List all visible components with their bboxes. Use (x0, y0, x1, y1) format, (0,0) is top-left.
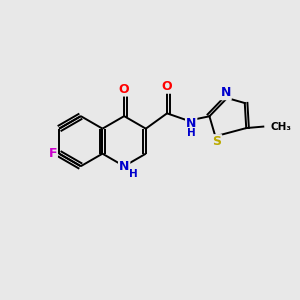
Text: N: N (119, 160, 129, 173)
Text: H: H (187, 128, 196, 138)
Text: S: S (212, 135, 221, 148)
Text: O: O (119, 82, 130, 95)
Text: O: O (162, 80, 172, 93)
Text: N: N (186, 117, 196, 130)
Text: CH₃: CH₃ (271, 122, 292, 132)
Text: H: H (129, 169, 137, 178)
Text: N: N (220, 86, 231, 99)
Text: F: F (48, 147, 57, 160)
